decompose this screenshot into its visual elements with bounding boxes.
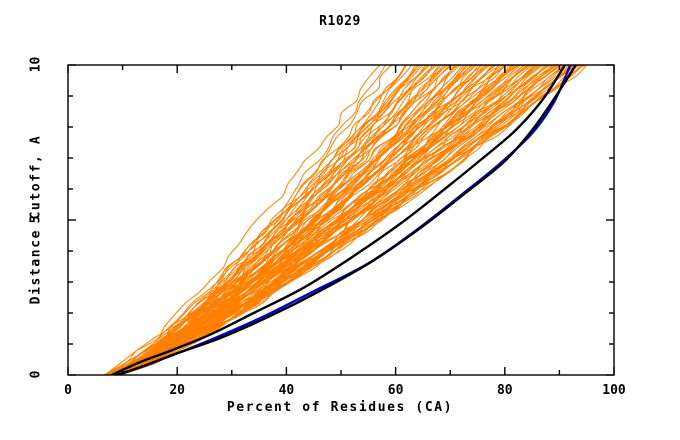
y-tick-label: 10: [28, 56, 44, 73]
model-curve-orange: [110, 65, 465, 375]
model-curve-orange: [115, 65, 503, 375]
model-curve-orange: [113, 65, 451, 375]
model-curve-orange: [103, 65, 588, 375]
model-curve-orange: [105, 65, 501, 375]
x-tick-label: 100: [602, 383, 626, 398]
curve-bundle: [103, 65, 588, 375]
x-tick-label: 80: [496, 383, 513, 398]
model-curve-orange: [109, 65, 544, 375]
model-curve-orange: [112, 65, 463, 375]
model-curve-orange: [107, 65, 577, 375]
y-tick-label: 5: [28, 215, 44, 224]
model-curve-orange: [108, 65, 586, 375]
x-tick-label: 0: [64, 383, 72, 398]
page-title: R1029: [319, 14, 361, 29]
model-curve-orange: [109, 65, 552, 375]
x-axis-label: Percent of Residues (CA): [226, 400, 454, 415]
model-curve-orange: [108, 65, 509, 375]
model-curve-orange: [108, 65, 381, 375]
model-curve-orange: [104, 65, 440, 375]
model-curve-orange: [104, 65, 421, 375]
axis-frame: [67, 64, 615, 376]
model-curve-orange: [112, 65, 550, 375]
model-curve-orange: [113, 65, 512, 375]
model-curve-orange: [113, 65, 461, 375]
y-tick-label: 0: [28, 370, 44, 379]
model-curve-orange: [106, 65, 537, 375]
x-tick-label: 20: [169, 383, 186, 398]
x-tick-label: 60: [387, 383, 404, 398]
target-curve-black: [115, 65, 577, 375]
model-curve-orange: [103, 65, 426, 375]
model-curve-orange: [106, 65, 433, 375]
target-curve-black: [110, 65, 567, 375]
model-curve-orange: [112, 65, 493, 375]
model-curve-orange: [106, 65, 531, 375]
model-curve-orange: [105, 65, 529, 375]
x-tick-label: 40: [278, 383, 295, 398]
model-curve-orange: [103, 65, 449, 375]
model-curve-orange: [107, 65, 473, 375]
